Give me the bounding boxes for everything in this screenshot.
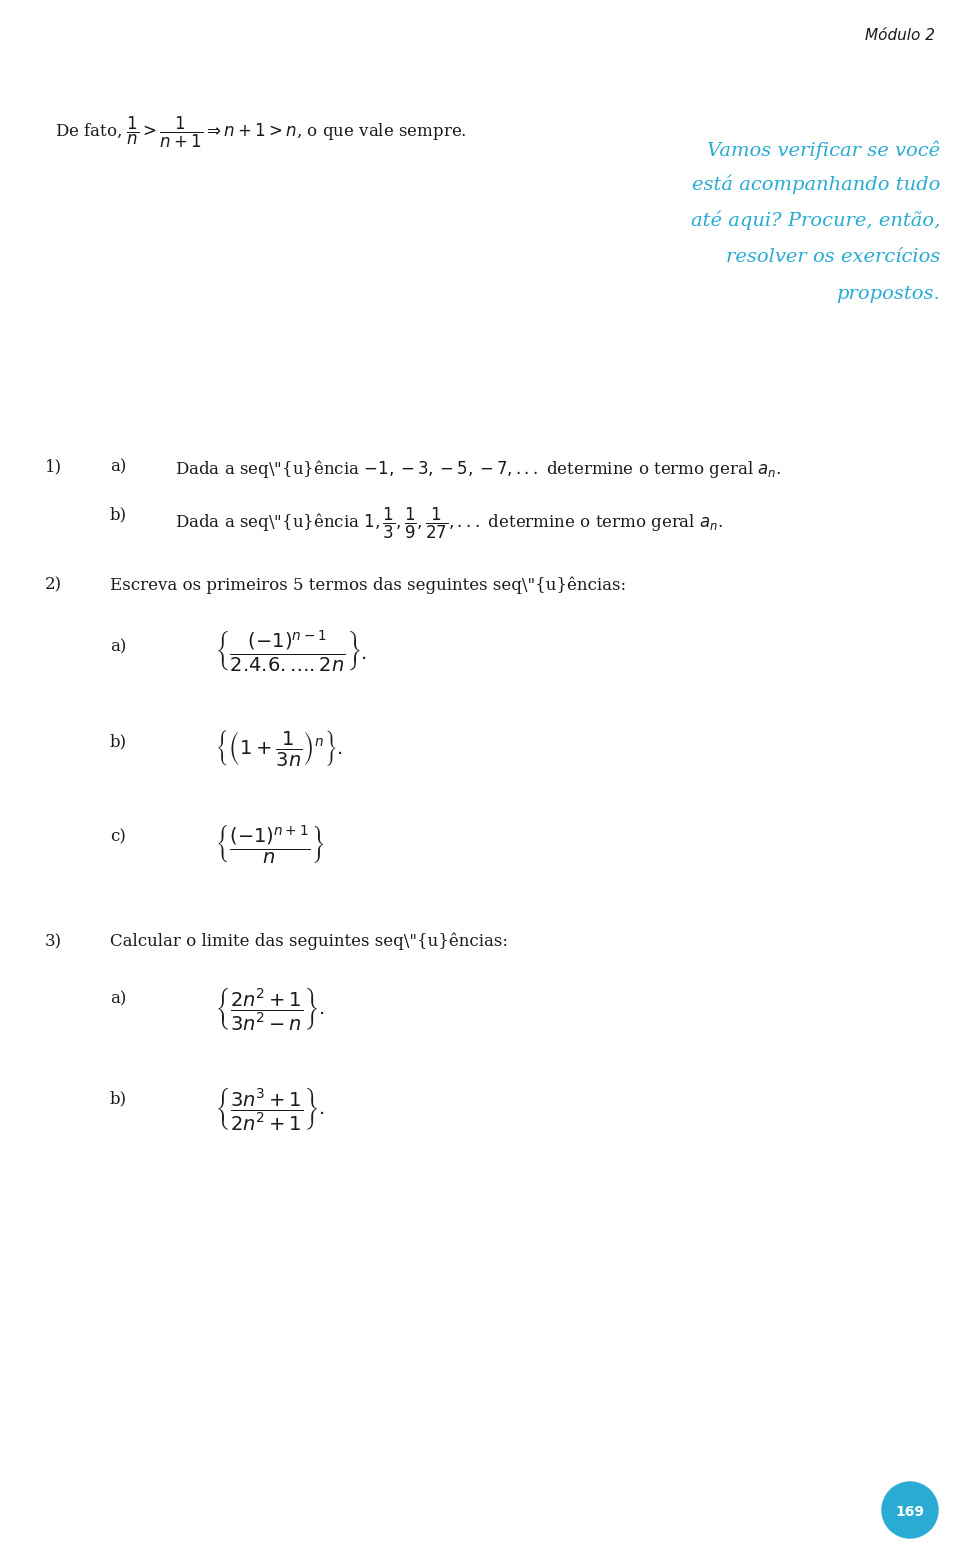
- Text: Calcular o limite das seguintes seq\"{u}ências:: Calcular o limite das seguintes seq\"{u}…: [110, 934, 508, 951]
- Text: $\left\{\dfrac{3n^3+1}{2n^2+1}\right\}.$: $\left\{\dfrac{3n^3+1}{2n^2+1}\right\}.$: [215, 1086, 324, 1132]
- Text: 3): 3): [45, 934, 62, 951]
- Text: c): c): [110, 828, 126, 845]
- Text: b): b): [110, 506, 127, 523]
- Text: $\left\{\left(1+\dfrac{1}{3n}\right)^n\right\}.$: $\left\{\left(1+\dfrac{1}{3n}\right)^n\r…: [215, 727, 343, 768]
- Text: b): b): [110, 734, 127, 751]
- Text: De fato, $\dfrac{1}{n} > \dfrac{1}{n+1} \Rightarrow n+1 > n$, o que vale sempre.: De fato, $\dfrac{1}{n} > \dfrac{1}{n+1} …: [55, 115, 467, 150]
- Circle shape: [882, 1483, 938, 1539]
- Text: a): a): [110, 637, 127, 655]
- Text: $\left\{\dfrac{(-1)^{n+1}}{n}\right\}$: $\left\{\dfrac{(-1)^{n+1}}{n}\right\}$: [215, 824, 324, 865]
- Text: Vamos verificar se você: Vamos verificar se você: [707, 140, 940, 160]
- Text: a): a): [110, 458, 127, 475]
- Text: $\left\{\dfrac{(-1)^{n-1}}{2.4.6.\ldots.2n}\right\}.$: $\left\{\dfrac{(-1)^{n-1}}{2.4.6.\ldots.…: [215, 628, 367, 673]
- Text: 169: 169: [896, 1504, 924, 1518]
- Text: a): a): [110, 990, 127, 1007]
- Text: $\left\{\dfrac{2n^2+1}{3n^2-n}\right\}.$: $\left\{\dfrac{2n^2+1}{3n^2-n}\right\}.$: [215, 985, 324, 1031]
- Text: Dada a seq\"{u}ência $1,\dfrac{1}{3},\dfrac{1}{9},\dfrac{1}{27},...$ determine o: Dada a seq\"{u}ência $1,\dfrac{1}{3},\df…: [175, 506, 723, 541]
- Text: Módulo 2: Módulo 2: [865, 28, 935, 43]
- Text: propostos.: propostos.: [836, 285, 940, 302]
- Text: até aqui? Procure, então,: até aqui? Procure, então,: [690, 209, 940, 230]
- Text: Exercícios propostos – 1: Exercícios propostos – 1: [48, 361, 283, 380]
- Text: Dada a seq\"{u}ência $-1,-3,-5,-7,...$ determine o termo geral $a_n$.: Dada a seq\"{u}ência $-1,-3,-5,-7,...$ d…: [175, 458, 781, 479]
- Text: Escreva os primeiros 5 termos das seguintes seq\"{u}ências:: Escreva os primeiros 5 termos das seguin…: [110, 575, 626, 594]
- Text: b): b): [110, 1090, 127, 1107]
- Text: 1): 1): [45, 458, 62, 475]
- Text: está acompanhando tudo: está acompanhando tudo: [691, 175, 940, 194]
- Text: 2): 2): [45, 575, 62, 592]
- Text: resolver os exercícios: resolver os exercícios: [726, 248, 940, 267]
